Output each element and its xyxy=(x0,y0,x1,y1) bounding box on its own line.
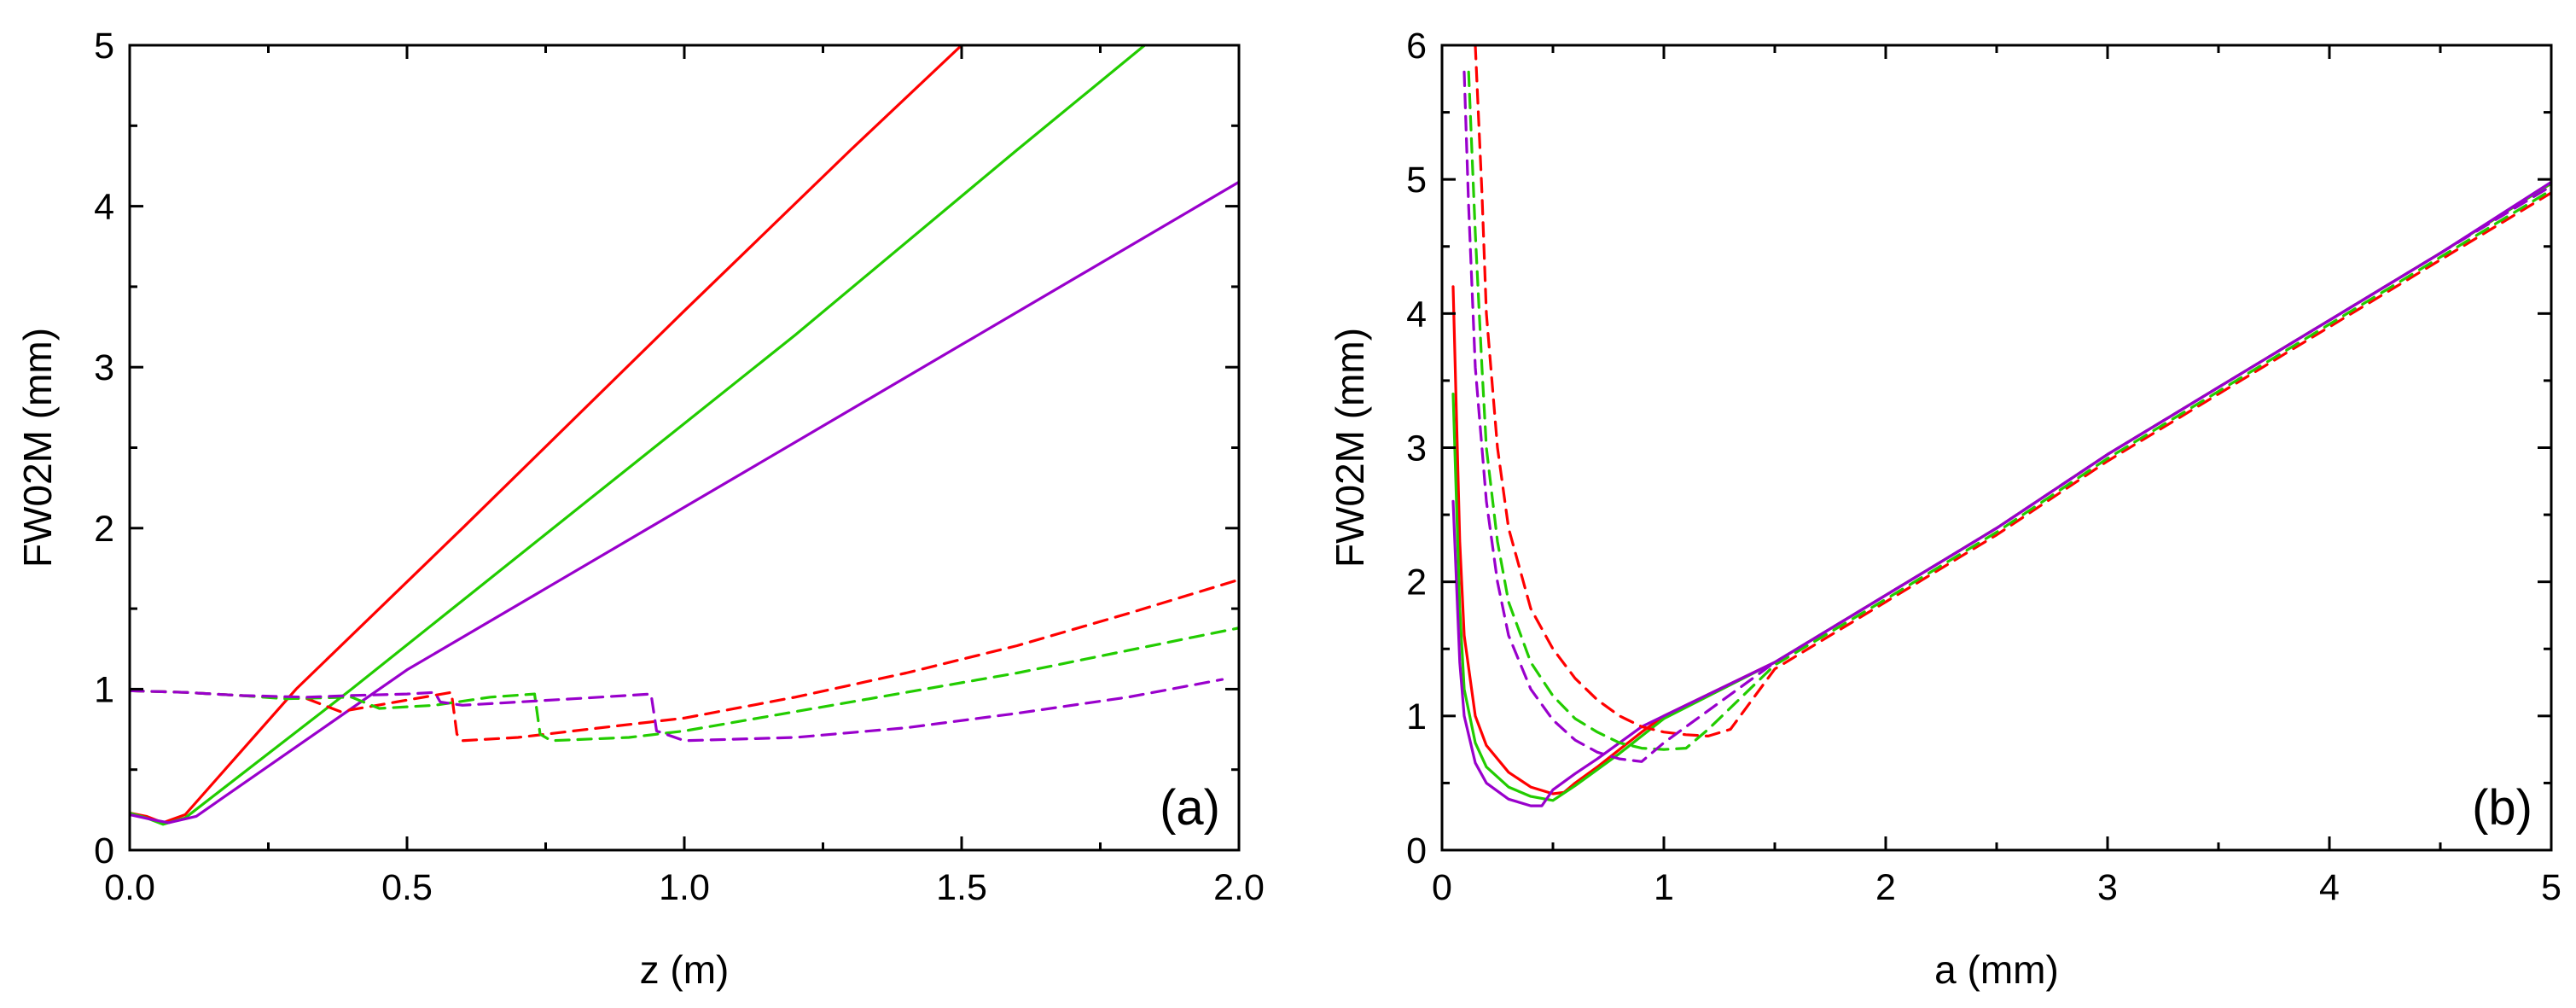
a-x-tick-label: 1.0 xyxy=(659,867,710,908)
b-series-purple-dashed xyxy=(1462,70,2551,763)
a-series-purple-solid xyxy=(130,180,1239,824)
b-x-tick-label: 3 xyxy=(2097,867,2118,908)
b-x-axis-title: a (mm) xyxy=(1934,947,2059,992)
b-x-tick-label: 5 xyxy=(2541,867,2561,908)
a-plot-frame xyxy=(128,44,1241,852)
a-x-axis-title: z (m) xyxy=(640,947,730,992)
a-y-axis-title: FW02M (mm) xyxy=(15,328,60,568)
a-y-tick-label: 0 xyxy=(94,830,114,871)
a-y-tick-label: 4 xyxy=(94,187,114,228)
b-y-tick-label: 1 xyxy=(1406,696,1427,737)
b-x-tick-label: 1 xyxy=(1654,867,1674,908)
a-y-tick-label: 5 xyxy=(94,26,114,67)
b-y-tick-label: 6 xyxy=(1406,26,1427,67)
panel-b-chart: 0 1 2 3 4 5 0 1 2 3 4 5 6 a (mm) FW02M (mm) (b) xyxy=(1328,26,2561,992)
b-y-tick-label: 2 xyxy=(1406,562,1427,603)
b-x-tick-label: 4 xyxy=(2319,867,2340,908)
b-y-tick-label: 5 xyxy=(1406,160,1427,201)
b-x-tick-label: 0 xyxy=(1432,867,1452,908)
b-series-green-solid xyxy=(1451,182,2551,802)
a-series-red-solid xyxy=(130,45,963,824)
a-series-green-solid xyxy=(130,45,1147,826)
a-x-tick-label: 2.0 xyxy=(1213,867,1265,908)
a-panel-label: (a) xyxy=(1160,780,1220,836)
b-series-green-dashed xyxy=(1467,70,2551,751)
b-series-purple-solid xyxy=(1451,180,2551,807)
b-series-red-solid xyxy=(1451,182,2551,795)
a-y-tick-label: 1 xyxy=(94,669,114,710)
b-y-tick-label: 4 xyxy=(1406,294,1427,335)
b-series-red-dashed xyxy=(1474,45,2551,738)
a-y-tick-label: 3 xyxy=(94,347,114,388)
a-series-green-dashed xyxy=(130,626,1239,743)
a-series-purple-dashed xyxy=(130,678,1224,743)
b-y-tick-label: 0 xyxy=(1406,830,1427,871)
b-x-tick-label: 2 xyxy=(1875,867,1896,908)
a-x-tick-label: 0.5 xyxy=(381,867,433,908)
a-series-red-dashed xyxy=(130,578,1239,743)
a-y-tick-label: 2 xyxy=(94,509,114,550)
b-series-group xyxy=(1451,45,2551,807)
b-y-tick-label: 3 xyxy=(1406,428,1427,469)
a-x-tick-label: 0.0 xyxy=(104,867,155,908)
b-panel-label: (b) xyxy=(2472,780,2532,836)
a-x-tick-label: 1.5 xyxy=(936,867,987,908)
panel-a-chart: 0.0 0.5 1.0 1.5 2.0 0 1 2 3 4 5 z (m) FW02M (mm) (a) xyxy=(15,26,1265,992)
a-series-group xyxy=(130,45,1239,826)
b-y-axis-title: FW02M (mm) xyxy=(1328,328,1372,568)
b-plot-frame xyxy=(1440,44,2553,852)
